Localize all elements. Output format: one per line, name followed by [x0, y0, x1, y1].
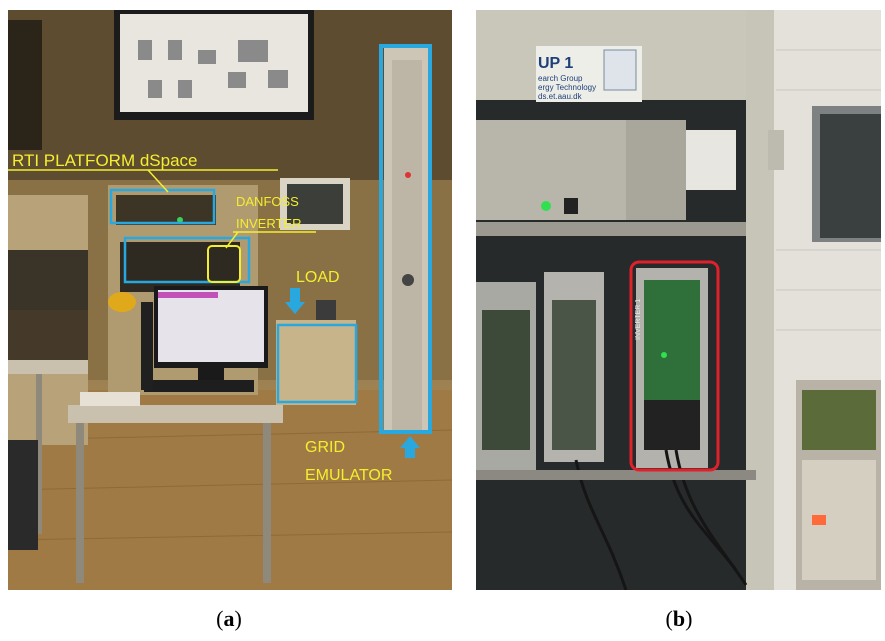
caption-b-letter: b	[672, 606, 686, 631]
danfoss-label-line2: INVERTER	[236, 216, 302, 231]
grid-label-line2: EMULATOR	[305, 467, 392, 484]
danfoss-label-line1: DANFOSS	[236, 194, 299, 209]
lab-setup-photo: RTI PLATFORM dSpace DANFOSS INVERTER LOA…	[8, 10, 452, 590]
inverter-cabinet-photo: UP 1 earch Group ergy Technology ds.et.a…	[476, 10, 881, 590]
caption-a: (a)	[216, 606, 242, 631]
load-label: LOAD	[296, 269, 340, 286]
lab-setup-illustration	[8, 10, 452, 590]
grid-label-line1: GRID	[305, 439, 345, 456]
annotations: RTI PLATFORM dSpace DANFOSS INVERTER LOA…	[12, 151, 392, 484]
sticker-line-3: ergy Technology	[538, 83, 596, 92]
sticker-text: UP 1 earch Group ergy Technology ds.et.a…	[538, 55, 642, 340]
sticker-line-4: ds.et.aau.dk	[538, 92, 583, 101]
sticker-line-1: UP 1	[538, 55, 573, 72]
caption-b: (b)	[665, 606, 693, 631]
rti-platform-label: RTI PLATFORM dSpace	[12, 151, 197, 170]
cabinet-illustration	[476, 10, 881, 590]
sticker-line-2: earch Group	[538, 74, 583, 83]
module-label: INVERTER 1	[635, 299, 642, 340]
caption-a-letter: a	[223, 606, 235, 631]
